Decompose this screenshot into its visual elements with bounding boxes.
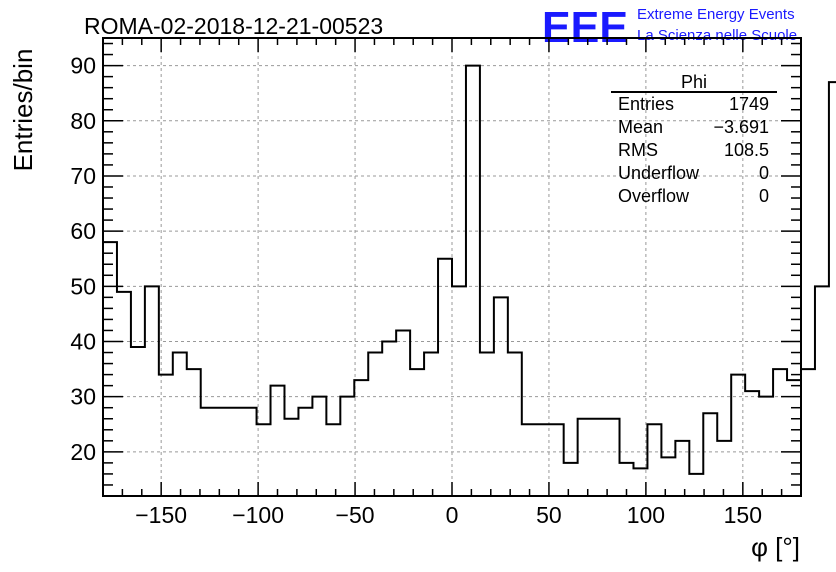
logo-line-1: Extreme Energy Events: [637, 6, 795, 23]
y-tick-label-4: 60: [70, 218, 96, 244]
y-tick-label-0: 20: [70, 439, 96, 465]
stats-rms-value: 108.5: [724, 140, 769, 160]
y-axis-label: Entries/bin: [8, 49, 38, 172]
x-tick-label-1: −100: [232, 502, 284, 528]
stats-mean-label: Mean: [618, 117, 663, 137]
stats-mean-value: −3.691: [713, 117, 769, 137]
y-tick-label-1: 30: [70, 384, 96, 410]
x-tick-labels: −150 −100 −50 0 50 100 150: [135, 502, 762, 528]
stats-overflow-value: 0: [759, 186, 769, 206]
logo-line-2: La Scienza nelle Scuole: [637, 27, 797, 44]
eee-logo: EEE: [542, 3, 628, 52]
y-tick-label-7: 90: [70, 53, 96, 79]
x-tick-label-0: −150: [135, 502, 187, 528]
axis-ticks: [103, 38, 801, 496]
x-axis-label: φ [°]: [751, 532, 800, 562]
stats-rms-label: RMS: [618, 140, 658, 160]
x-tick-label-5: 100: [627, 502, 665, 528]
stats-entries-label: Entries: [618, 94, 674, 114]
x-tick-label-3: 0: [446, 502, 459, 528]
stats-underflow-value: 0: [759, 163, 769, 183]
stats-title: Phi: [681, 72, 707, 92]
x-tick-label-6: 150: [724, 502, 762, 528]
y-tick-label-3: 50: [70, 273, 96, 299]
stats-overflow-label: Overflow: [618, 186, 690, 206]
stats-box: Phi Entries 1749 Mean −3.691 RMS 108.5 U…: [611, 72, 777, 206]
x-tick-label-4: 50: [536, 502, 562, 528]
stats-entries-value: 1749: [729, 94, 769, 114]
stats-underflow-label: Underflow: [618, 163, 700, 183]
y-tick-label-5: 70: [70, 163, 96, 189]
histogram-outline: [103, 64, 836, 475]
y-tick-label-2: 40: [70, 328, 96, 354]
x-tick-label-2: −50: [336, 502, 375, 528]
y-tick-labels: 20 30 40 50 60 70 80 90: [70, 53, 96, 465]
y-tick-label-6: 80: [70, 108, 96, 134]
chart-title: ROMA-02-2018-12-21-00523: [84, 13, 383, 39]
